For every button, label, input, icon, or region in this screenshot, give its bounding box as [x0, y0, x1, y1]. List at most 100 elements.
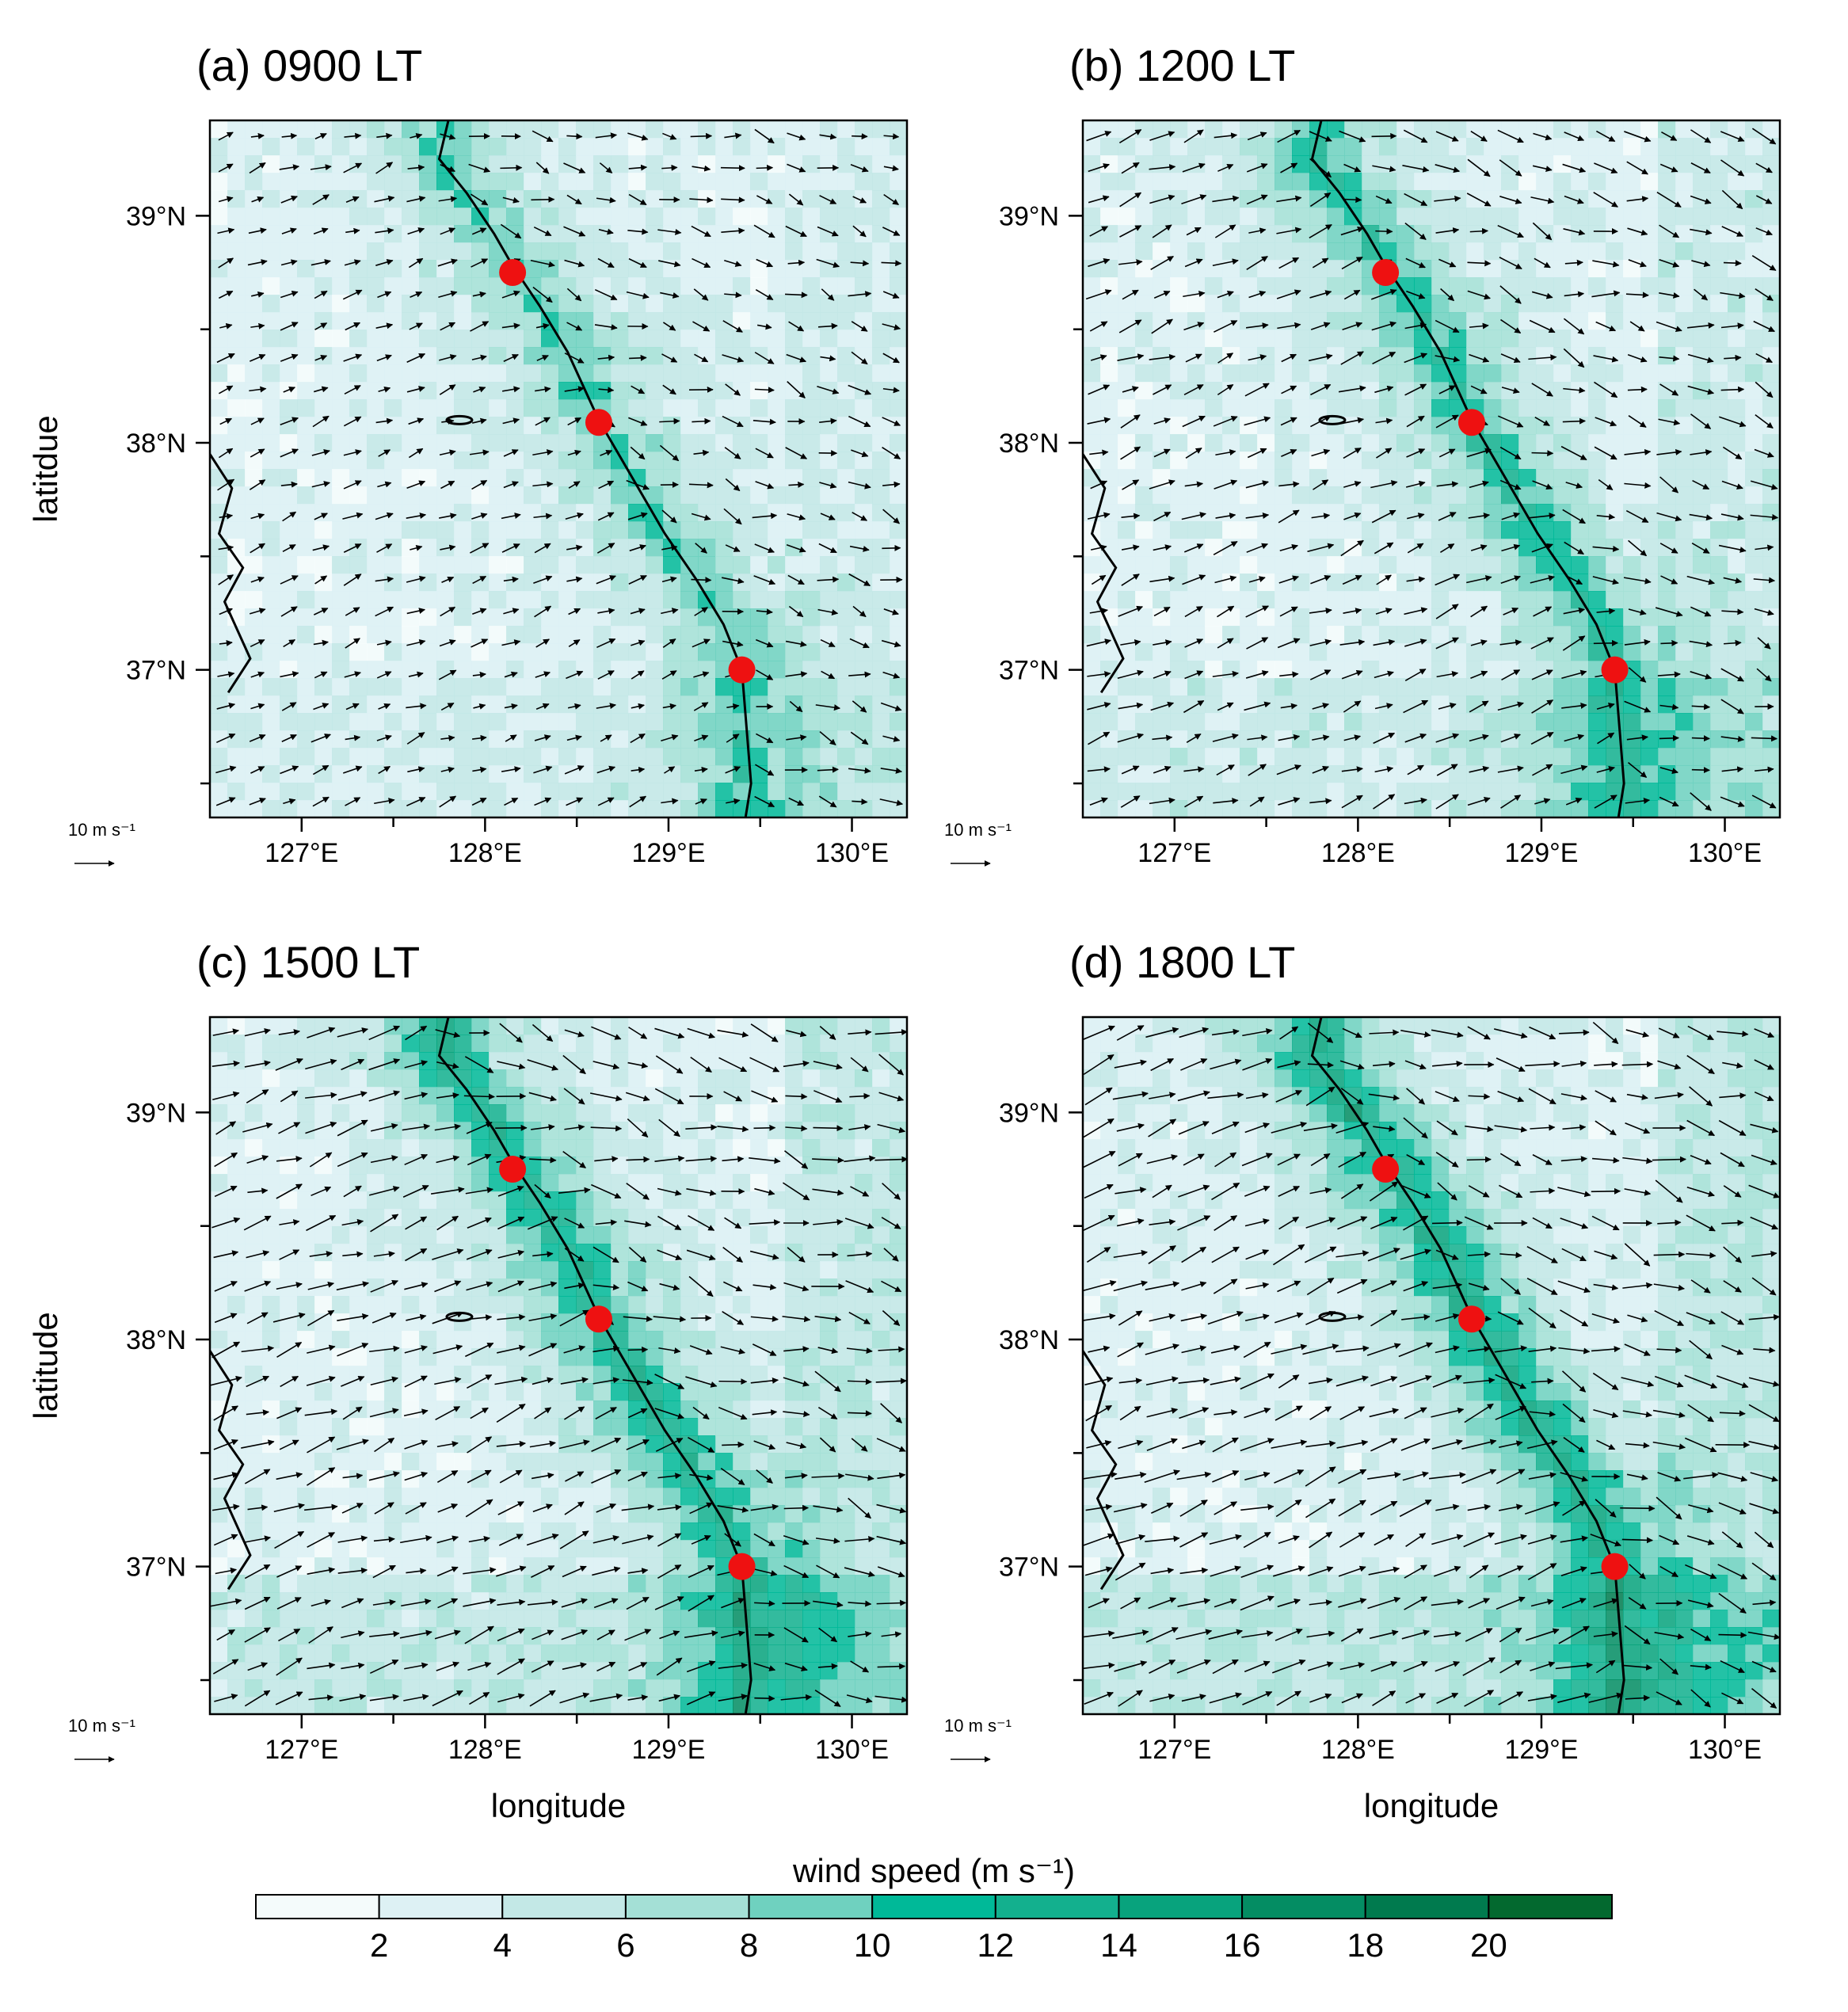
- station-marker: [585, 409, 612, 436]
- x-tick-label: 129°E: [631, 838, 705, 868]
- y-tick-label: 37°N: [999, 656, 1059, 686]
- colorbar-label: 14: [1100, 1926, 1137, 1964]
- station-marker: [728, 656, 756, 684]
- colorbar-label: 8: [740, 1926, 758, 1964]
- x-tick-label: 130°E: [1688, 838, 1762, 868]
- y-tick-label: 38°N: [999, 1325, 1059, 1355]
- wind-vectors: [1085, 128, 1779, 811]
- panel-title: (d) 1800 LT: [1069, 937, 1295, 987]
- x-tick-label: 127°E: [265, 838, 338, 868]
- y-axis-label: latitude: [27, 1312, 64, 1419]
- colorbar-label: 16: [1224, 1926, 1261, 1964]
- station-marker: [1601, 1553, 1629, 1580]
- colorbar: 2 4 6 8 10 12 14 16 18 20 wind speed (m s⁻¹): [255, 1852, 1614, 1964]
- y-tick-label: 38°N: [999, 429, 1059, 459]
- panel-c: 127°E 128°E 129°E 130°E 39°N 38°N 37°N (c) 1500…: [27, 937, 909, 1824]
- colorbar-swatch: [994, 1894, 1120, 1919]
- colorbar-swatch: [624, 1894, 750, 1919]
- colorbar-label: 12: [977, 1926, 1014, 1964]
- colorbar-label: 20: [1470, 1926, 1507, 1964]
- reservoir: [1318, 414, 1347, 425]
- x-tick-label: 129°E: [1504, 1735, 1578, 1765]
- colorbar-swatch: [1241, 1894, 1366, 1919]
- y-tick-label: 39°N: [999, 1098, 1059, 1128]
- colorbar-label: 18: [1347, 1926, 1384, 1964]
- y-tick-label: 39°N: [126, 1098, 186, 1128]
- map-frame: [208, 1016, 909, 1716]
- west-coastline: [1083, 1350, 1125, 1591]
- x-tick-label: 127°E: [1137, 1735, 1211, 1765]
- coastline: [437, 120, 753, 817]
- colorbar-swatch: [1118, 1894, 1244, 1919]
- wind-speed-field: [210, 1017, 907, 1714]
- west-coastline: [1083, 453, 1125, 694]
- y-tick-label: 39°N: [999, 201, 1059, 231]
- x-tick-label: 130°E: [815, 838, 889, 868]
- wind-vectors: [1083, 1021, 1780, 1709]
- colorbar-label: 10: [854, 1926, 891, 1964]
- panel-title: (c) 1500 LT: [196, 937, 420, 987]
- colorbar-label: 6: [616, 1926, 634, 1964]
- x-tick-label: 128°E: [448, 1735, 522, 1765]
- colorbar-swatch: [871, 1894, 996, 1919]
- wind-speed-field: [1083, 1017, 1780, 1714]
- x-tick-label: 127°E: [265, 1735, 338, 1765]
- colorbar-swatch: [255, 1894, 380, 1919]
- reference-vector-label: 10 m s⁻¹: [68, 820, 135, 840]
- x-tick-label: 128°E: [448, 838, 522, 868]
- colorbar-title: wind speed (m s⁻¹): [792, 1852, 1075, 1889]
- colorbar-swatch: [1364, 1894, 1490, 1919]
- panel-title: (a) 0900 LT: [196, 40, 422, 90]
- west-coastline: [210, 453, 252, 694]
- x-tick-label: 130°E: [1688, 1735, 1762, 1765]
- station-marker: [1372, 259, 1400, 287]
- x-tick-label: 128°E: [1321, 1735, 1395, 1765]
- map-frame: [1081, 1016, 1781, 1716]
- reference-vector-label: 10 m s⁻¹: [68, 1716, 135, 1736]
- x-axis-label: longitude: [491, 1787, 626, 1824]
- station-marker: [1372, 1156, 1400, 1183]
- x-tick-label: 127°E: [1137, 838, 1211, 868]
- y-axis-label: latitdue: [27, 415, 64, 522]
- reservoir: [445, 414, 474, 425]
- reference-vector-label: 10 m s⁻¹: [944, 820, 1012, 840]
- panel-b: 127°E 128°E 129°E 130°E 39°N 38°N 37°N (b) 1200…: [944, 40, 1781, 868]
- colorbar-swatch: [501, 1894, 627, 1919]
- map-frame: [208, 119, 909, 819]
- station-marker: [1457, 409, 1485, 436]
- y-tick-label: 37°N: [126, 656, 186, 686]
- panel-a: 127°E 128°E 129°E 130°E 39°N 38°N 37°N (a) 0900…: [27, 40, 909, 868]
- coastline: [437, 1017, 753, 1714]
- x-tick-label: 130°E: [815, 1735, 889, 1765]
- reference-vector-label: 10 m s⁻¹: [944, 1716, 1012, 1736]
- coastline: [1310, 1017, 1625, 1714]
- colorbar-label: 4: [493, 1926, 512, 1964]
- y-tick-label: 37°N: [999, 1553, 1059, 1583]
- station-marker: [499, 1156, 527, 1183]
- west-coastline: [210, 1350, 252, 1591]
- colorbar-swatch: [378, 1894, 504, 1919]
- wind-speed-field: [210, 120, 907, 817]
- colorbar-swatch: [748, 1894, 874, 1919]
- wind-vectors: [210, 1023, 907, 1707]
- y-tick-label: 37°N: [126, 1553, 186, 1583]
- panel-title: (b) 1200 LT: [1069, 40, 1295, 90]
- station-marker: [1457, 1305, 1485, 1333]
- reservoir: [1318, 1311, 1347, 1322]
- colorbar-swatch: [1488, 1894, 1614, 1919]
- map-frame: [1081, 119, 1781, 819]
- panel-d: 127°E 128°E 129°E 130°E 39°N 38°N 37°N (d) 1800…: [944, 937, 1781, 1824]
- y-tick-label: 39°N: [126, 201, 186, 231]
- wind-vectors: [215, 128, 904, 808]
- wind-speed-field: [1083, 120, 1780, 817]
- y-tick-label: 38°N: [126, 429, 186, 459]
- station-marker: [585, 1305, 612, 1333]
- x-axis-label: longitude: [1364, 1787, 1499, 1824]
- station-marker: [1601, 656, 1629, 684]
- reservoir: [445, 1311, 474, 1322]
- y-tick-label: 38°N: [126, 1325, 186, 1355]
- x-tick-label: 129°E: [631, 1735, 705, 1765]
- station-marker: [728, 1553, 756, 1580]
- station-marker: [499, 259, 527, 287]
